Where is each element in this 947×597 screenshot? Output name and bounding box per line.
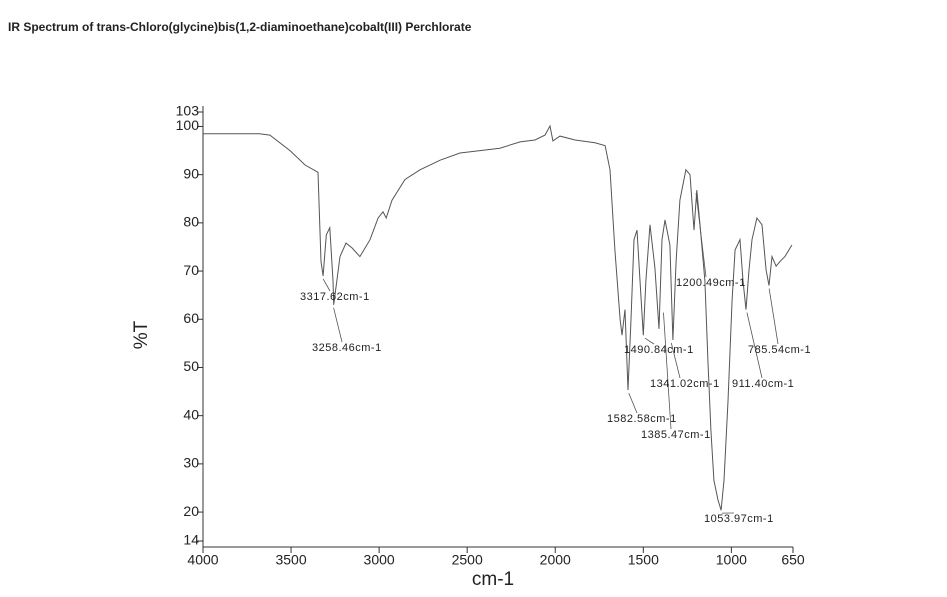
annotation-label: 1582.58cm-1 [607, 413, 677, 425]
annotation-leader [663, 312, 672, 430]
y-tick-label: 40 [183, 406, 199, 422]
x-tick-label: 1500 [628, 552, 659, 568]
annotation-label: 1341.02cm-1 [650, 378, 720, 390]
y-tick-label: 103 [176, 103, 200, 119]
x-tick-label: 3500 [275, 552, 306, 568]
annotation-leader [670, 342, 681, 379]
x-tick-label: 4000 [187, 552, 218, 568]
y-tick-label: 100 [176, 117, 200, 133]
annotation-label: 3317.62cm-1 [300, 291, 370, 303]
annotation-label: 1053.97cm-1 [704, 513, 774, 525]
y-tick-label: 70 [183, 262, 199, 278]
annotation-leader [628, 392, 638, 414]
annotation-label: 3258.46cm-1 [312, 342, 382, 354]
annotation-leader [333, 307, 343, 343]
annotation-label: 911.40cm-1 [732, 378, 794, 390]
annotation-leader [695, 193, 707, 278]
annotation-leader [322, 278, 331, 292]
y-tick-label: 14 [183, 532, 199, 548]
x-axis-label: cm-1 [472, 569, 514, 590]
y-tick-label: 30 [183, 455, 199, 471]
y-tick-label: 80 [183, 214, 199, 230]
annotation-label: 785.54cm-1 [748, 344, 811, 356]
annotation-label: 1200.49cm-1 [676, 277, 746, 289]
annotation-leader [768, 288, 779, 345]
annotation-leader [746, 312, 763, 379]
y-axis-label: %T [131, 320, 152, 349]
chart-title: IR Spectrum of trans-Chloro(glycine)bis(… [8, 20, 472, 34]
y-tick-label: 20 [183, 503, 199, 519]
x-tick-label: 2000 [540, 552, 571, 568]
x-tick-label: 650 [781, 552, 805, 568]
annotation-leader [644, 337, 655, 345]
annotation-label: 1385.47cm-1 [641, 429, 711, 441]
x-tick-label: 2500 [452, 552, 483, 568]
y-tick-label: 50 [183, 358, 199, 374]
y-tick-label: 60 [183, 310, 199, 326]
y-tick-label: 90 [183, 165, 199, 181]
annotation-label: 1490.84cm-1 [624, 344, 694, 356]
x-tick-label: 3000 [364, 552, 395, 568]
x-tick-label: 1000 [716, 552, 747, 568]
spectrum-line [203, 124, 793, 511]
